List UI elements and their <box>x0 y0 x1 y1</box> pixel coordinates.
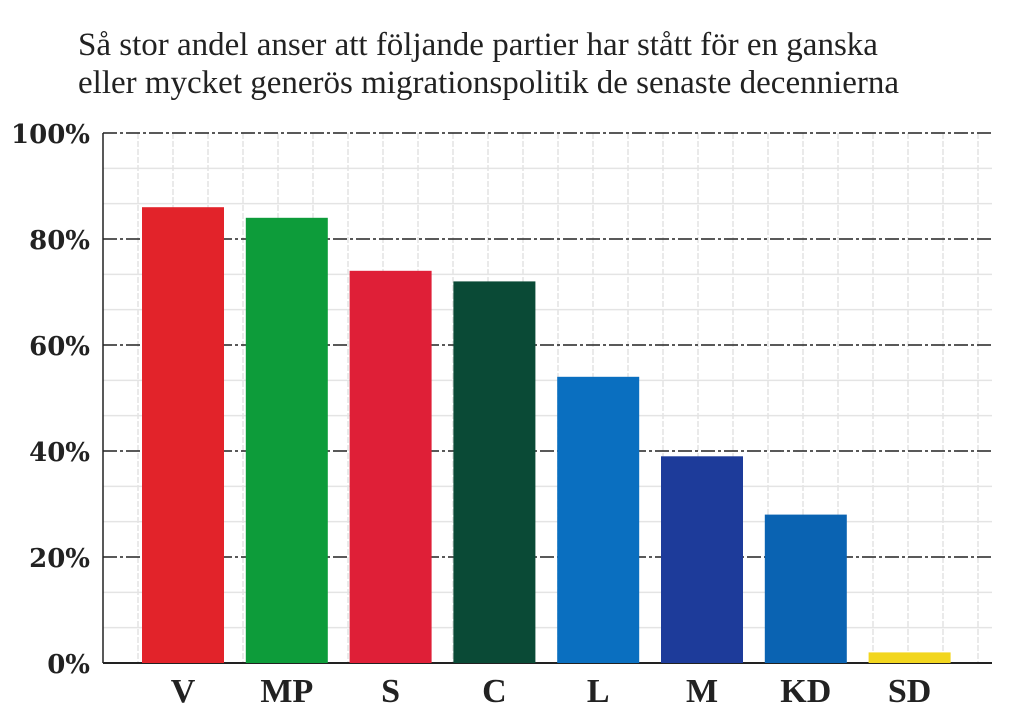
y-tick-label: 100% <box>11 120 90 150</box>
x-tick-label: M <box>686 673 718 710</box>
bar-mp <box>245 217 328 664</box>
x-tick-label: C <box>482 673 507 710</box>
y-tick-label: 80% <box>29 226 90 256</box>
x-tick-label: KD <box>780 673 831 710</box>
x-tick-label: SD <box>888 673 931 710</box>
bar-c <box>453 281 536 663</box>
x-tick-label: L <box>587 673 610 710</box>
x-tick-label: MP <box>260 673 313 710</box>
y-tick-label: 40% <box>29 438 90 468</box>
y-tick-label: 0% <box>47 650 90 680</box>
chart-title-line-2: eller mycket generös migrationspolitik d… <box>78 65 900 101</box>
y-tick-label: 20% <box>29 544 90 574</box>
chart-title-line-1: Så stor andel anser att följande partier… <box>78 27 878 63</box>
x-tick-label: V <box>171 673 196 710</box>
bar-kd <box>764 514 847 663</box>
chart-title: Så stor andel anser att följande partier… <box>78 26 1018 102</box>
y-tick-label: 60% <box>29 332 90 362</box>
bar-sd <box>868 652 951 663</box>
x-tick-label: S <box>381 673 400 710</box>
bar-s <box>349 270 432 663</box>
bar-l <box>557 376 640 663</box>
bar-m <box>661 456 743 663</box>
bar-v <box>142 207 224 663</box>
